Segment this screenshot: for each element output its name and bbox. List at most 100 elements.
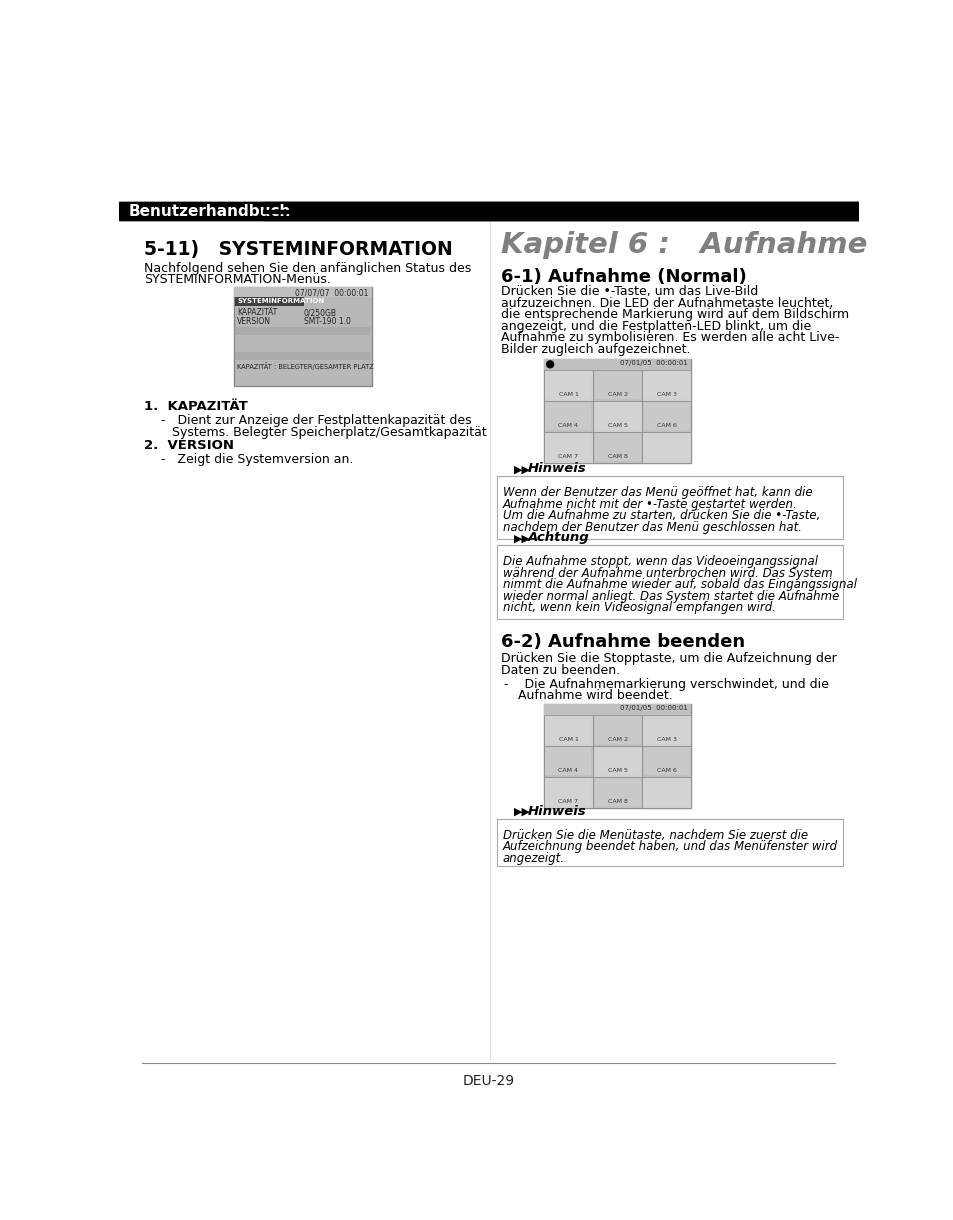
Bar bbox=[594, 778, 639, 806]
Text: CAM 6: CAM 6 bbox=[656, 423, 676, 428]
Bar bbox=[497, 819, 842, 866]
Text: CAM 4: CAM 4 bbox=[558, 423, 578, 428]
Bar bbox=[641, 715, 691, 745]
Text: CAM 4: CAM 4 bbox=[558, 767, 578, 773]
Text: 2.  VERSION: 2. VERSION bbox=[144, 439, 233, 451]
Bar bbox=[593, 432, 641, 462]
Bar bbox=[233, 288, 372, 298]
Text: CAM 8: CAM 8 bbox=[607, 454, 627, 459]
Text: Drücken Sie die •-Taste, um das Live-Bild: Drücken Sie die •-Taste, um das Live-Bil… bbox=[500, 285, 757, 298]
Text: nimmt die Aufnahme wieder auf, sobald das Eingangssignal: nimmt die Aufnahme wieder auf, sobald da… bbox=[502, 578, 856, 592]
Text: CAM 3: CAM 3 bbox=[656, 392, 676, 396]
Bar bbox=[593, 715, 641, 745]
Bar bbox=[119, 201, 858, 221]
Text: -   Dient zur Anzeige der Festplattenkapazität des: - Dient zur Anzeige der Festplattenkapaz… bbox=[161, 415, 471, 427]
Text: -   Zeigt die Systemversion an.: - Zeigt die Systemversion an. bbox=[161, 453, 354, 466]
Bar bbox=[643, 748, 689, 775]
Bar bbox=[593, 745, 641, 777]
Bar bbox=[119, 201, 858, 221]
Text: CAM 3: CAM 3 bbox=[656, 737, 676, 742]
Text: SMT-190 1.0: SMT-190 1.0 bbox=[303, 317, 350, 326]
Text: angezeigt, und die Festplatten-LED blinkt, um die: angezeigt, und die Festplatten-LED blink… bbox=[500, 320, 810, 333]
Bar bbox=[641, 370, 691, 400]
Text: SYSTEMINFORMATION: SYSTEMINFORMATION bbox=[236, 298, 324, 304]
Text: Achtung: Achtung bbox=[527, 532, 589, 544]
Text: Benutzerhandbuch: Benutzerhandbuch bbox=[129, 205, 291, 220]
Bar bbox=[545, 716, 591, 744]
Text: CAM 2: CAM 2 bbox=[607, 737, 627, 742]
Bar bbox=[641, 777, 691, 808]
Bar bbox=[543, 777, 593, 808]
Text: nicht, wenn kein Videosignal empfangen wird.: nicht, wenn kein Videosignal empfangen w… bbox=[502, 601, 775, 615]
Text: Hinweis: Hinweis bbox=[527, 462, 586, 476]
Text: DEU-29: DEU-29 bbox=[462, 1075, 515, 1088]
Bar bbox=[543, 370, 593, 400]
Text: Aufzeichnung beendet haben, und das Menüfenster wird: Aufzeichnung beendet haben, und das Menü… bbox=[502, 841, 837, 853]
Bar bbox=[543, 432, 593, 462]
Text: Kapitel 6 :   Aufnahme: Kapitel 6 : Aufnahme bbox=[500, 231, 866, 259]
Text: ▶▶: ▶▶ bbox=[513, 808, 530, 817]
Bar bbox=[643, 433, 689, 461]
Text: 5-11)   SYSTEMINFORMATION: 5-11) SYSTEMINFORMATION bbox=[144, 240, 453, 260]
Text: Aufnahme wird beendet.: Aufnahme wird beendet. bbox=[517, 689, 673, 703]
Text: aufzuzeichnen. Die LED der Aufnahmetaste leuchtet,: aufzuzeichnen. Die LED der Aufnahmetaste… bbox=[500, 296, 832, 310]
Bar bbox=[594, 716, 639, 744]
Text: CAM 7: CAM 7 bbox=[558, 454, 578, 459]
Text: 07/01/05  00:00:01: 07/01/05 00:00:01 bbox=[619, 705, 687, 711]
Bar bbox=[594, 371, 639, 399]
Text: CAM 2: CAM 2 bbox=[607, 392, 627, 396]
Bar bbox=[641, 745, 691, 777]
Text: 1.  KAPAZITÄT: 1. KAPAZITÄT bbox=[144, 400, 248, 414]
Text: CAM 8: CAM 8 bbox=[607, 799, 627, 804]
Bar bbox=[235, 327, 370, 360]
Bar bbox=[545, 433, 591, 461]
Bar bbox=[235, 336, 370, 353]
Bar bbox=[262, 201, 858, 221]
Bar bbox=[543, 359, 691, 370]
Text: Um die Aufnahme zu starten, drücken Sie die •-Taste,: Um die Aufnahme zu starten, drücken Sie … bbox=[502, 509, 820, 522]
Bar bbox=[641, 400, 691, 432]
Bar bbox=[594, 403, 639, 431]
Text: die entsprechende Markierung wird auf dem Bildschirm: die entsprechende Markierung wird auf de… bbox=[500, 309, 848, 321]
Text: Drücken Sie die Menütaste, nachdem Sie zuerst die: Drücken Sie die Menütaste, nachdem Sie z… bbox=[502, 828, 807, 842]
Bar bbox=[593, 370, 641, 400]
Text: ▶▶: ▶▶ bbox=[513, 533, 530, 544]
Text: KAPAZITÄT : BELEGTER/GESAMTER PLATZ: KAPAZITÄT : BELEGTER/GESAMTER PLATZ bbox=[236, 362, 374, 370]
Bar bbox=[235, 298, 303, 306]
Text: CAM 7: CAM 7 bbox=[558, 799, 578, 804]
Bar bbox=[643, 778, 689, 806]
Bar bbox=[543, 400, 593, 432]
Bar bbox=[545, 778, 591, 806]
Text: Bilder zugleich aufgezeichnet.: Bilder zugleich aufgezeichnet. bbox=[500, 343, 689, 356]
Text: 0/250GB: 0/250GB bbox=[303, 309, 336, 317]
Text: CAM 5: CAM 5 bbox=[607, 767, 627, 773]
Text: nachdem der Benutzer das Menü geschlossen hat.: nachdem der Benutzer das Menü geschlosse… bbox=[502, 521, 801, 533]
Text: 07/01/05  00:00:01: 07/01/05 00:00:01 bbox=[619, 360, 687, 366]
Text: 6-1) Aufnahme (Normal): 6-1) Aufnahme (Normal) bbox=[500, 268, 745, 285]
Bar bbox=[545, 371, 591, 399]
Text: VERSION: VERSION bbox=[236, 317, 271, 326]
Text: Drücken Sie die Stopptaste, um die Aufzeichnung der: Drücken Sie die Stopptaste, um die Aufze… bbox=[500, 653, 836, 665]
Bar bbox=[643, 716, 689, 744]
Text: Nachfolgend sehen Sie den anfänglichen Status des: Nachfolgend sehen Sie den anfänglichen S… bbox=[144, 262, 471, 274]
Bar bbox=[233, 288, 372, 386]
Text: Wenn der Benutzer das Menü geöffnet hat, kann die: Wenn der Benutzer das Menü geöffnet hat,… bbox=[502, 486, 812, 499]
Bar bbox=[594, 748, 639, 775]
Bar bbox=[497, 545, 842, 620]
Bar bbox=[543, 704, 691, 715]
Bar bbox=[593, 400, 641, 432]
Text: CAM 1: CAM 1 bbox=[558, 737, 578, 742]
Bar bbox=[643, 371, 689, 399]
Text: Die Aufnahme stoppt, wenn das Videoeingangssignal: Die Aufnahme stoppt, wenn das Videoeinga… bbox=[502, 555, 817, 569]
Bar bbox=[545, 748, 591, 775]
Text: -    Die Aufnahmemarkierung verschwindet, und die: - Die Aufnahmemarkierung verschwindet, u… bbox=[504, 677, 828, 691]
Text: CAM 1: CAM 1 bbox=[558, 392, 578, 396]
Text: ▶▶: ▶▶ bbox=[513, 465, 530, 475]
Text: SYSTEMINFORMATION-Menüs.: SYSTEMINFORMATION-Menüs. bbox=[144, 273, 331, 287]
Text: Aufnahme nicht mit der •-Taste gestartet werden.: Aufnahme nicht mit der •-Taste gestartet… bbox=[502, 498, 797, 510]
Bar bbox=[543, 745, 593, 777]
Bar bbox=[594, 433, 639, 461]
Text: wieder normal anliegt. Das System startet die Aufnahme: wieder normal anliegt. Das System starte… bbox=[502, 590, 839, 603]
Text: Aufnahme zu symbolisieren. Es werden alle acht Live-: Aufnahme zu symbolisieren. Es werden all… bbox=[500, 331, 838, 344]
Bar bbox=[543, 359, 691, 462]
